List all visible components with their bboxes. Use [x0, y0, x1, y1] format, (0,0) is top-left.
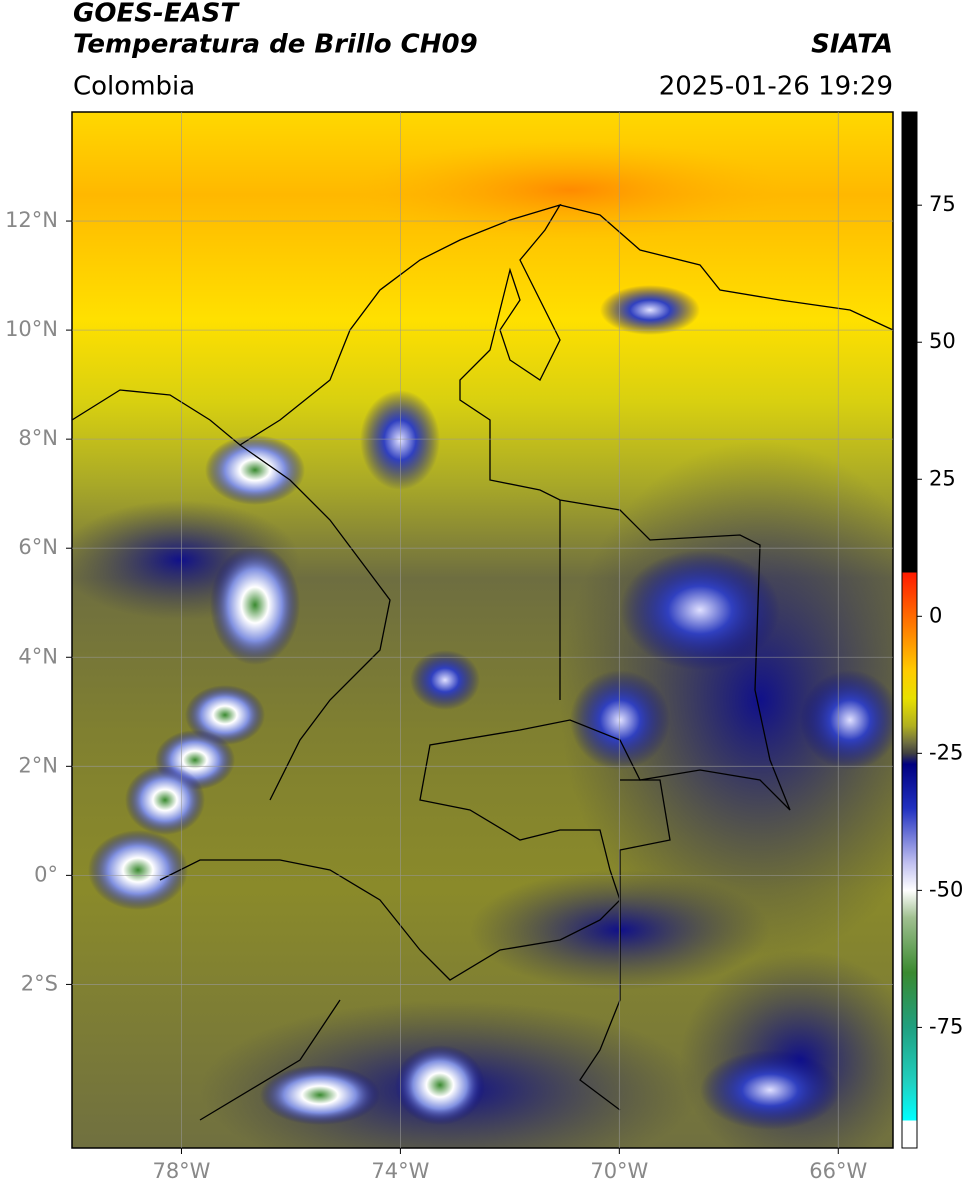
x-tick-label: 66°W	[809, 1159, 867, 1183]
y-tick-label: 6°N	[18, 535, 58, 559]
y-tick-label: 2°N	[18, 753, 58, 777]
satellite-image	[72, 112, 893, 1148]
colorbar-tick-label: 75	[929, 192, 956, 216]
y-tick-label: 10°N	[5, 317, 58, 341]
colorbar-tick-label: 0	[929, 603, 942, 627]
y-tick-label: 4°N	[18, 644, 58, 668]
y-tick-label: 8°N	[18, 426, 58, 450]
y-tick-label: 2°S	[21, 971, 58, 995]
colorbar	[901, 111, 918, 1149]
x-tick-label: 70°W	[590, 1159, 648, 1183]
colorbar-tick-label: 50	[929, 329, 956, 353]
map-frame	[71, 111, 894, 1149]
datetime-label: 2025-01-26 19:29	[659, 72, 893, 102]
x-tick-label: 74°W	[371, 1159, 429, 1183]
colorbar-tick-label: 25	[929, 466, 956, 490]
source-label: SIATA	[811, 30, 893, 60]
colorbar-tick-label: -75	[929, 1014, 963, 1038]
colorbar-tick-label: -50	[929, 877, 963, 901]
product-title: Temperatura de Brillo CH09	[73, 30, 478, 60]
region-label: Colombia	[73, 72, 195, 102]
y-tick-label: 0°	[34, 862, 58, 886]
y-tick-label: 12°N	[5, 208, 58, 232]
satellite-title: GOES-EAST	[73, 0, 240, 29]
x-tick-label: 78°W	[152, 1159, 210, 1183]
colorbar-tick-label: -25	[929, 740, 963, 764]
